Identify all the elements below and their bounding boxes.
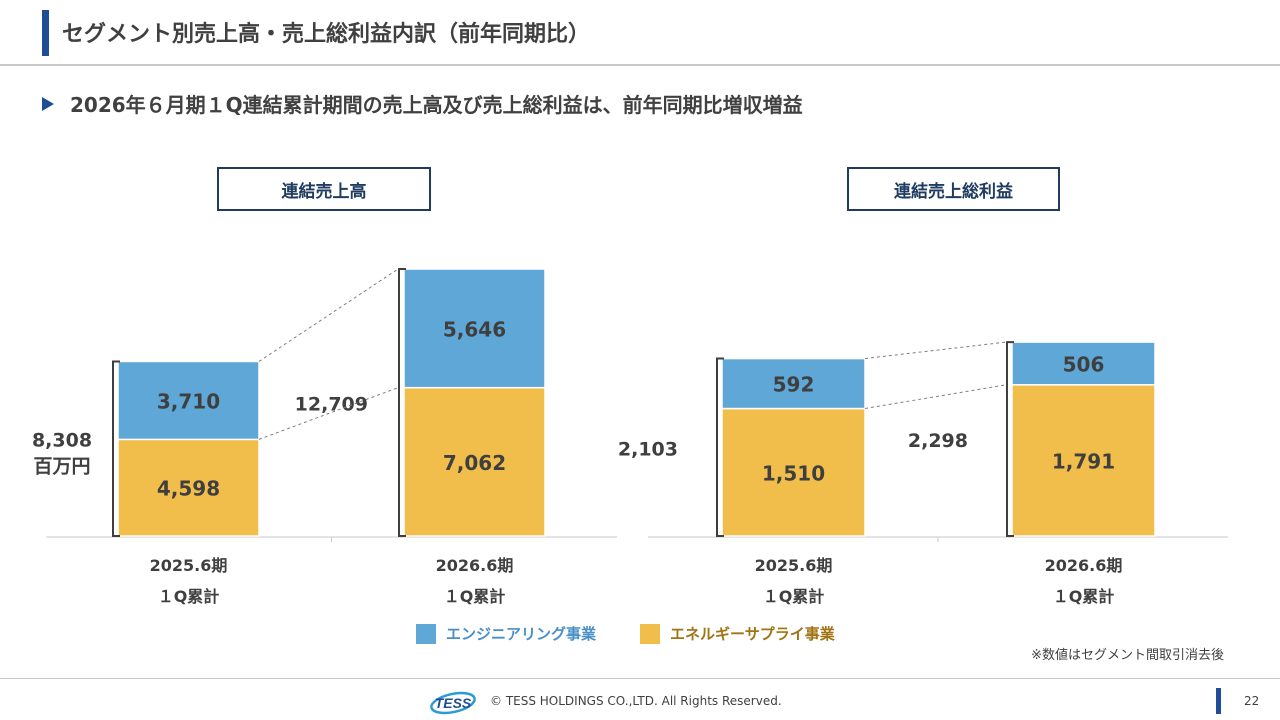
data-label-energy: 4,598 (157, 477, 220, 501)
profit-chart-title: 連結売上総利益 (894, 181, 1013, 202)
total-bracket (398, 268, 406, 537)
page-title: セグメント別売上高・売上総利益内訳（前年同期比） (62, 22, 591, 47)
bar-engineering (721, 357, 866, 410)
connector-line (258, 268, 399, 362)
engineering-swatch (416, 623, 436, 644)
legend-engineering: エンジニアリング事業 (416, 623, 596, 644)
sales-chart-title: 連結売上高 (281, 181, 367, 202)
total-label: 2,103 (618, 438, 678, 460)
data-label-engineering: 506 (1063, 352, 1105, 376)
data-label-energy: 1,510 (762, 461, 825, 485)
bar-energy-supply (721, 407, 866, 537)
footer-accent-bar (1216, 688, 1221, 714)
profit-chart-title-box: 連結売上総利益 (847, 167, 1060, 211)
total-bracket (716, 357, 724, 537)
bar-engineering (117, 360, 260, 441)
page-number: 22 (1244, 694, 1260, 708)
data-label-engineering: 3,710 (157, 389, 220, 413)
title-accent-bar (42, 10, 49, 56)
bar-energy-supply (1011, 384, 1156, 537)
category-label: 2025.6期 (150, 556, 228, 575)
total-bracket (1006, 341, 1014, 537)
bar-energy-supply (403, 386, 546, 537)
category-label: １Q累計 (444, 587, 506, 606)
energy-swatch (640, 623, 660, 644)
legend-energy: エネルギーサプライ事業 (640, 623, 835, 644)
data-label-engineering: 592 (773, 373, 815, 397)
bar-engineering (1011, 341, 1156, 386)
data-label-engineering: 5,646 (443, 317, 506, 341)
total-label: 8,308 (32, 430, 92, 452)
connector-line (258, 387, 399, 440)
total-bracket (112, 360, 120, 537)
slide-subtitle: 2026年６月期１Q連結累計期間の売上高及び売上総利益は、前年同期比増収増益 (70, 93, 803, 117)
sales-chart-title-box: 連結売上高 (217, 167, 431, 211)
copyright-text: © TESS HOLDINGS CO.,LTD. All Rights Rese… (490, 694, 782, 708)
logo-text: TESS (435, 695, 472, 711)
footer-divider (0, 678, 1280, 679)
legend-engineering-label: エンジニアリング事業 (446, 625, 597, 643)
footnote: ※数値はセグメント間取引消去後 (1031, 648, 1224, 663)
tess-logo: TESS (430, 691, 476, 715)
title-divider (0, 64, 1280, 66)
category-label: １Q累計 (158, 587, 220, 606)
category-label: １Q累計 (763, 587, 825, 606)
triangle-bullet-icon (42, 97, 54, 111)
data-label-energy: 1,791 (1052, 449, 1115, 473)
connector-line (864, 384, 1007, 410)
legend-energy-label: エネルギーサプライ事業 (670, 625, 835, 643)
unit-label: 百万円 (33, 456, 90, 478)
bar-engineering (403, 268, 546, 389)
category-label: 2026.6期 (436, 556, 514, 575)
connector-line (864, 341, 1007, 360)
category-label: １Q累計 (1053, 587, 1115, 606)
category-label: 2025.6期 (755, 556, 833, 575)
data-label-energy: 7,062 (443, 451, 506, 475)
total-label: 2,298 (908, 430, 968, 452)
category-label: 2026.6期 (1045, 556, 1123, 575)
total-label: 12,709 (295, 394, 368, 416)
